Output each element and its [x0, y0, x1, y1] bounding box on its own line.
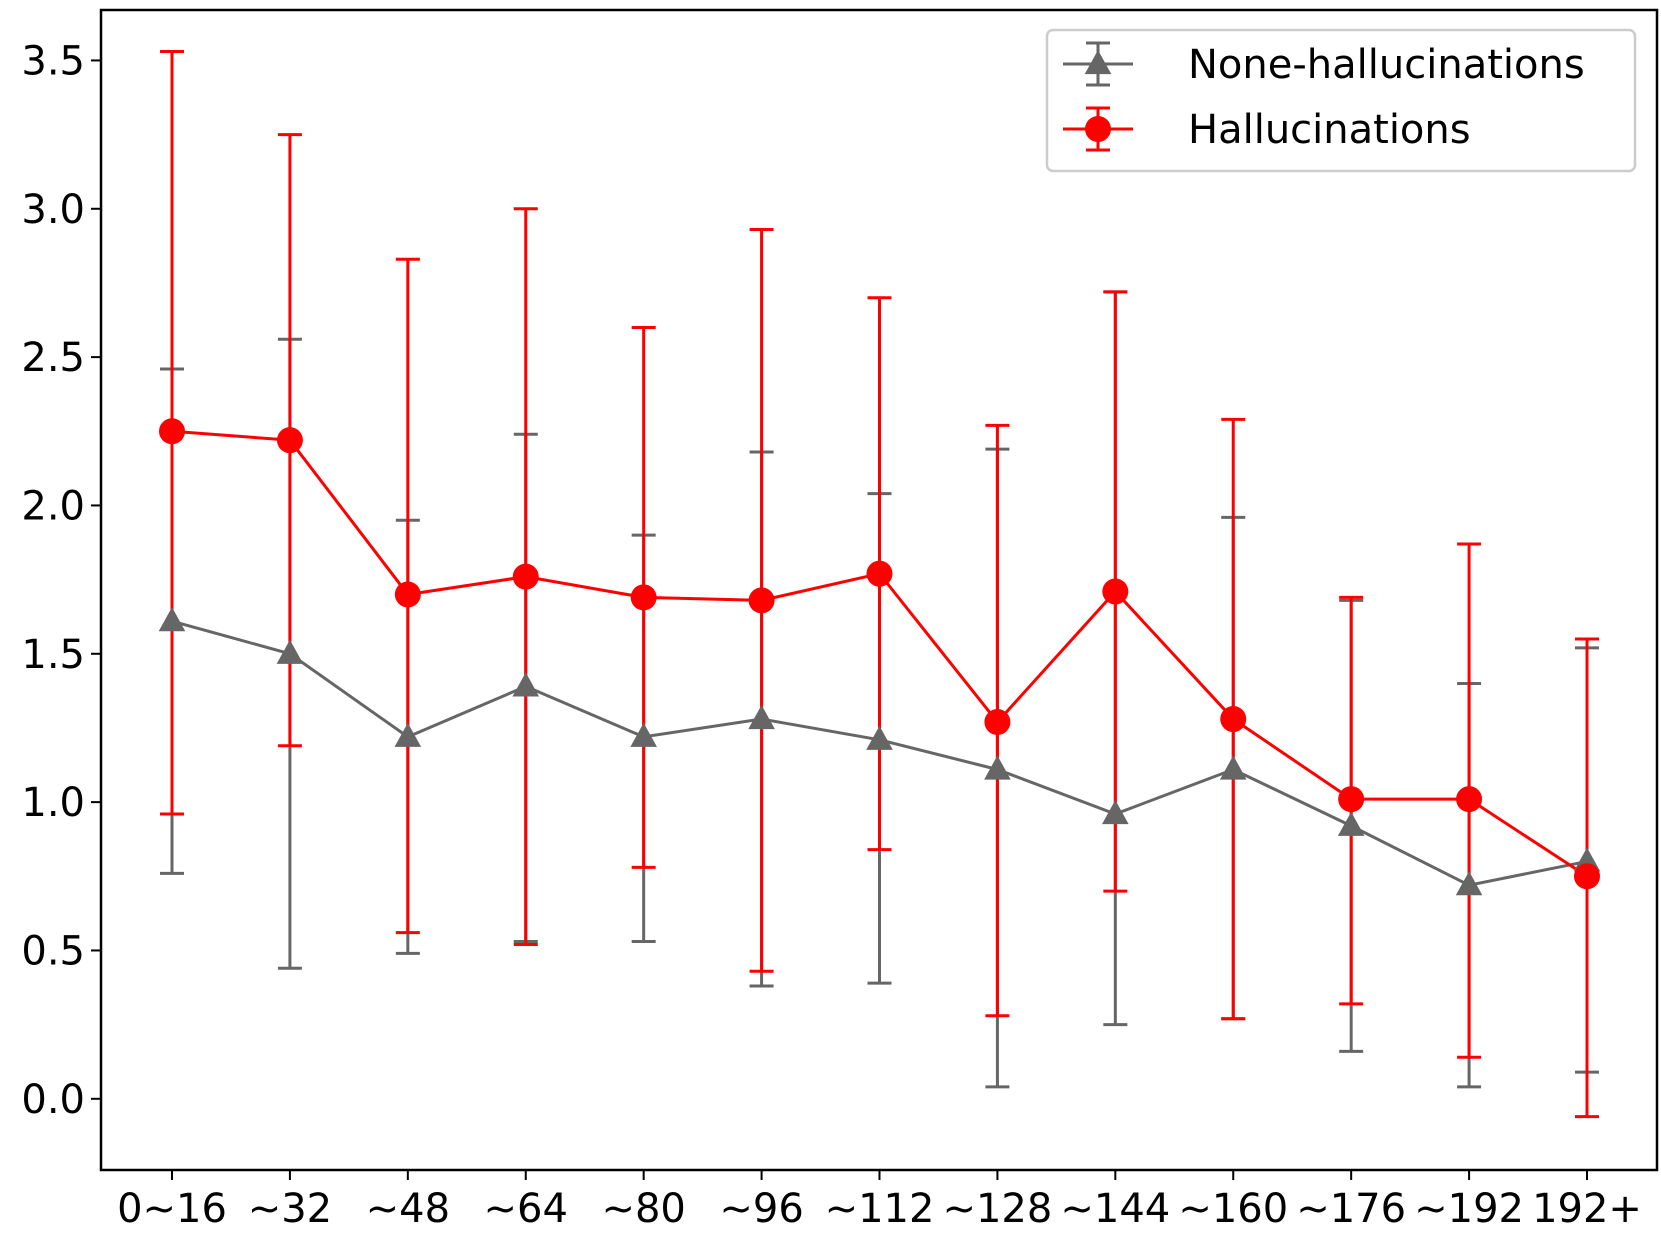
hallucinations-point [1338, 786, 1365, 813]
y-tick-label: 0.5 [21, 928, 85, 974]
none-hallucinations-point [1337, 811, 1365, 836]
y-tick-label: 2.0 [21, 483, 85, 529]
hallucinations-point [866, 560, 893, 587]
none-hallucinations-point [630, 722, 657, 747]
hallucinations-point [159, 418, 185, 445]
x-tick-label: ~176 [1296, 1186, 1406, 1229]
y-tick-label: 3.5 [21, 38, 85, 84]
legend-none-hallucinations-label: None-hallucinations [1188, 42, 1585, 88]
hallucinations-point [630, 584, 657, 611]
y-tick-label: 1.0 [21, 780, 85, 826]
x-tick-label: ~128 [942, 1186, 1052, 1229]
x-tick-label: ~64 [484, 1186, 568, 1229]
hallucinations-point [748, 587, 775, 614]
x-tick-label: ~32 [248, 1186, 332, 1229]
legend-box [1045, 28, 1637, 173]
x-tick-label: ~192 [1414, 1186, 1524, 1229]
legend-hallucinations-label: Hallucinations [1188, 107, 1471, 153]
hallucinations-point [276, 427, 303, 454]
axes-group: 0.0 0.5 1.0 1.5 2.0 2.5 3.0 3.5 0~16 ~32 ~48 ~64 ~80… [21, 38, 1642, 1232]
legend-none-hallucinations-marker [1084, 50, 1112, 75]
none-hallucinations-point [512, 672, 540, 697]
none-hallucinations-point [1102, 799, 1129, 825]
hallucinations-point [1574, 863, 1600, 890]
x-tick-label: ~96 [719, 1186, 803, 1229]
none-hallucinations-point [984, 755, 1011, 780]
hallucinations-point [1220, 706, 1247, 733]
hallucinations-point [984, 709, 1011, 736]
hallucinations-point [394, 581, 421, 608]
x-tick-label: 0~16 [117, 1186, 227, 1229]
none-hallucinations-point [158, 607, 186, 632]
x-tick-label: ~48 [366, 1186, 450, 1229]
none-hallucinations-point [1455, 871, 1483, 896]
none-hallucinations-point [276, 639, 304, 664]
y-tick-label: 1.5 [21, 632, 85, 678]
none-hallucinations-point [394, 722, 422, 747]
x-tick-label: 192+ [1532, 1186, 1642, 1229]
none-hallucinations-point [866, 725, 893, 750]
y-tick-label: 2.5 [21, 335, 85, 381]
x-tick-label: ~80 [601, 1186, 685, 1229]
x-tick-label: ~112 [825, 1186, 935, 1229]
hallucinations-point [1456, 786, 1483, 813]
legend: None-hallucinations Hallucinations [1045, 28, 1637, 173]
none-hallucinations-point [1219, 755, 1247, 780]
y-tick-label: 0.0 [21, 1077, 85, 1123]
marker-group [158, 418, 1601, 896]
y-tick-label: 3.0 [21, 187, 85, 233]
legend-hallucinations-marker [1085, 116, 1111, 142]
hallucinations-point [512, 563, 539, 590]
hallucinations-point [1102, 578, 1129, 605]
x-tick-label: ~144 [1060, 1186, 1170, 1229]
x-tick-label: ~160 [1178, 1186, 1288, 1229]
none-hallucinations-point [748, 705, 775, 730]
